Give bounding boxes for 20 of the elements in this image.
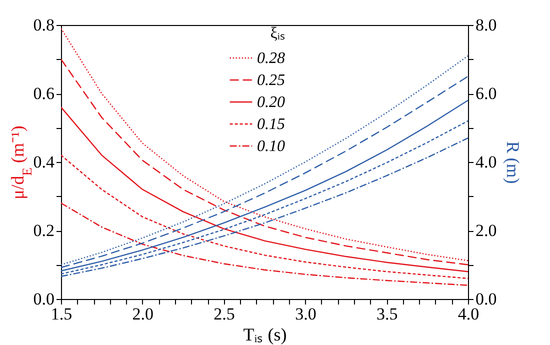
legend-label: 0.28 [257, 50, 285, 67]
y-tick-label: 0.8 [33, 16, 54, 34]
y-tick-label: 0.6 [33, 84, 54, 103]
legend-label: 0.25 [257, 72, 285, 89]
y2-axis-title: R (m) [502, 141, 523, 184]
y2-tick-label: 2.0 [476, 221, 497, 240]
y2-tick-label: 4.0 [476, 152, 497, 172]
y-tick-label: 0.4 [33, 152, 55, 172]
x-tick-label: 3.5 [376, 304, 398, 324]
x-axis-title: Tᵢₛ (s) [243, 324, 287, 344]
y-tick-label: 0.2 [33, 221, 54, 240]
y2-tick-label: 8.0 [476, 16, 497, 34]
legend-label: 0.15 [257, 116, 285, 133]
legend-label: 0.20 [257, 94, 285, 111]
x-tick-label: 2.0 [132, 304, 154, 324]
y2-tick-label: 6.0 [476, 84, 497, 103]
x-tick-label: 3.0 [295, 304, 316, 324]
x-tick-label: 2.5 [214, 304, 235, 324]
legend-title: ξᵢₛ [270, 25, 285, 42]
legend-label: 0.10 [257, 138, 285, 155]
